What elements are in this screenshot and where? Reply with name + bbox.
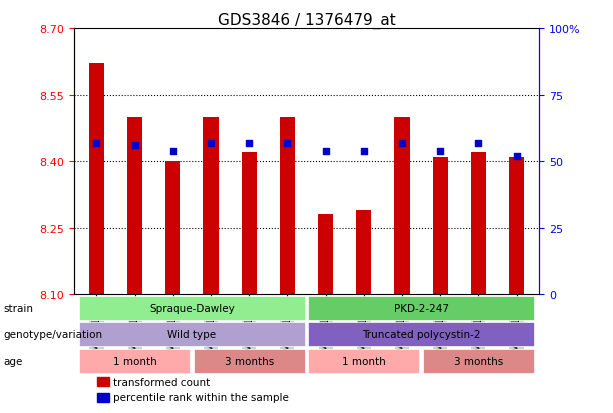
Bar	[318, 215, 333, 294]
FancyBboxPatch shape	[79, 296, 305, 320]
Bar	[280, 117, 295, 294]
FancyBboxPatch shape	[79, 349, 190, 373]
Text: age: age	[3, 356, 23, 366]
Text: Wild type: Wild type	[167, 330, 216, 339]
Bar	[242, 153, 257, 294]
Bar	[356, 211, 371, 294]
Bar	[471, 153, 486, 294]
Point	[359, 148, 368, 154]
Text: PKD-2-247: PKD-2-247	[394, 303, 449, 313]
Point	[435, 148, 445, 154]
Point	[512, 153, 522, 160]
Point	[321, 148, 330, 154]
Text: 3 months: 3 months	[454, 356, 503, 366]
Text: GDS3846 / 1376479_at: GDS3846 / 1376479_at	[218, 12, 395, 28]
FancyBboxPatch shape	[423, 349, 534, 373]
FancyBboxPatch shape	[194, 349, 305, 373]
Text: 3 months: 3 months	[224, 356, 274, 366]
FancyBboxPatch shape	[308, 296, 534, 320]
FancyBboxPatch shape	[308, 323, 534, 347]
Bar	[97, 393, 109, 402]
Text: percentile rank within the sample: percentile rank within the sample	[113, 392, 289, 402]
FancyBboxPatch shape	[308, 349, 419, 373]
Point	[206, 140, 216, 147]
Point	[245, 140, 254, 147]
Text: Spraque-Dawley: Spraque-Dawley	[149, 303, 235, 313]
Point	[283, 140, 292, 147]
Bar	[433, 157, 447, 294]
Text: 1 month: 1 month	[113, 356, 156, 366]
Bar	[97, 377, 109, 387]
Bar	[166, 162, 180, 294]
Text: Truncated polycystin-2: Truncated polycystin-2	[362, 330, 481, 339]
Text: transformed count: transformed count	[113, 377, 210, 387]
Bar	[127, 117, 142, 294]
Point	[168, 148, 178, 154]
Bar	[89, 64, 104, 294]
FancyBboxPatch shape	[79, 323, 305, 347]
Bar	[509, 157, 524, 294]
Point	[473, 140, 483, 147]
Point	[397, 140, 407, 147]
Point	[130, 142, 140, 149]
Point	[91, 140, 101, 147]
Text: strain: strain	[3, 303, 33, 313]
Bar	[204, 117, 219, 294]
Text: 1 month: 1 month	[342, 356, 386, 366]
Bar	[394, 117, 409, 294]
Text: genotype/variation: genotype/variation	[3, 330, 102, 339]
